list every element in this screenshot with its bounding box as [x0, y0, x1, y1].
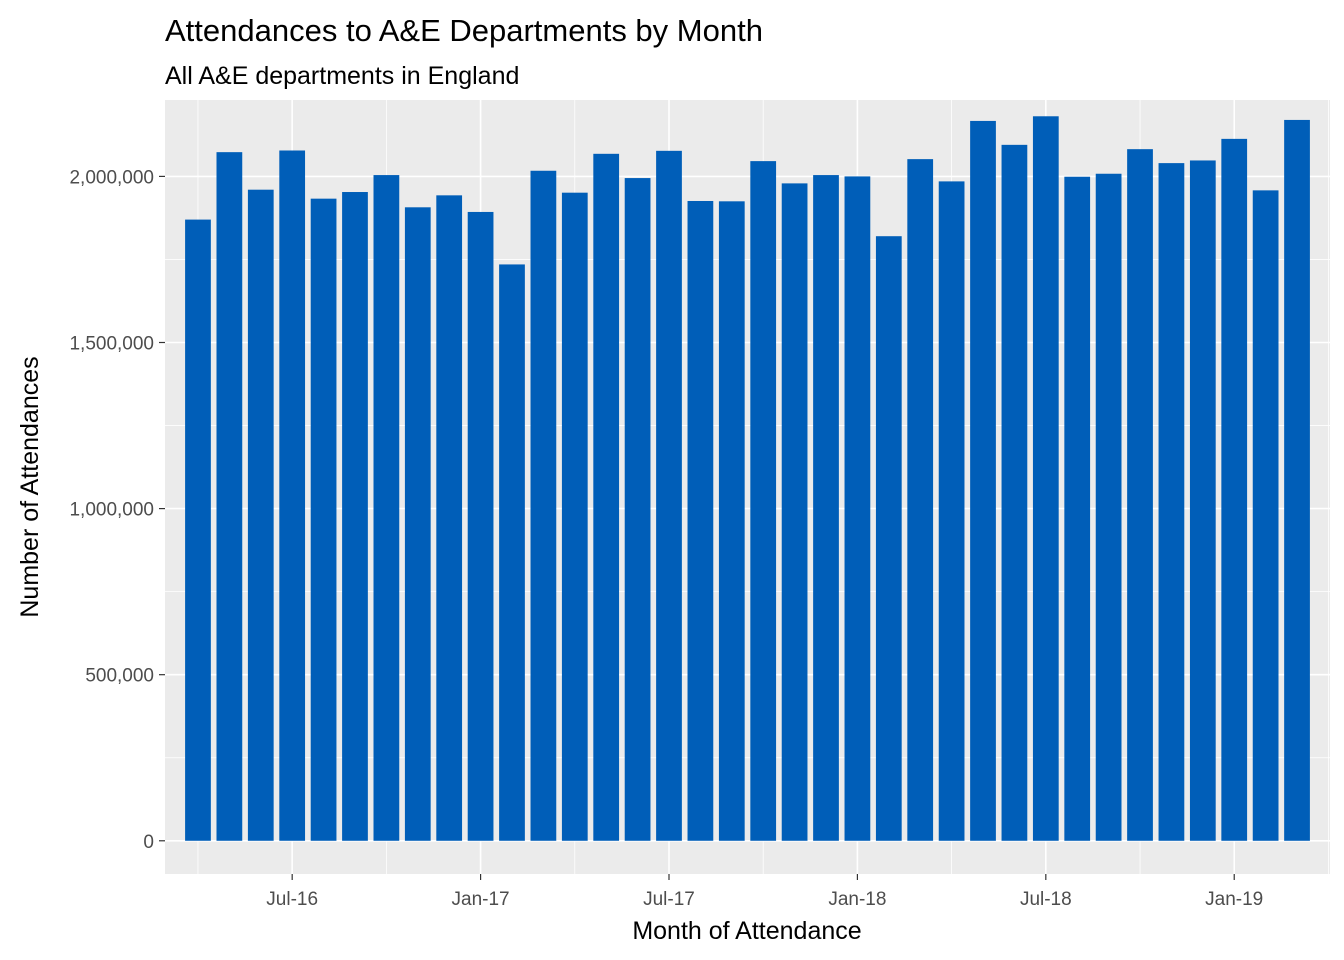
- x-tick-label: Jan-19: [1205, 889, 1263, 910]
- bars: [185, 116, 1310, 841]
- bar-2016-10: [373, 175, 400, 841]
- chart-subtitle: All A&E departments in England: [165, 62, 519, 90]
- x-tick-label: Jul-18: [1020, 889, 1072, 910]
- x-tick-label: Jul-16: [266, 889, 318, 910]
- bar-2018-02: [875, 236, 902, 841]
- bar-2018-11: [1158, 163, 1185, 841]
- bar-2017-10: [750, 161, 777, 841]
- y-tick-label: 500,000: [85, 666, 154, 687]
- bar-2017-01: [467, 211, 494, 841]
- bar-2017-05: [593, 153, 620, 841]
- bar-2016-06: [247, 189, 274, 841]
- chart-title: Attendances to A&E Departments by Month: [165, 13, 763, 48]
- x-axis: Jul-16 Jan-17 Jul-17 Jan-18 Jul-18 Jan-19: [266, 874, 1263, 910]
- x-tick-label: Jul-17: [643, 889, 695, 910]
- bar-2018-03: [907, 159, 934, 841]
- bar-2018-01: [844, 176, 871, 841]
- bar-2018-06: [1001, 144, 1028, 841]
- bar-2017-02: [499, 264, 525, 841]
- bar-2018-04: [938, 181, 965, 841]
- bar-2018-08: [1064, 176, 1091, 841]
- bar-2018-07: [1032, 116, 1059, 841]
- bar-2016-08: [310, 198, 337, 841]
- bar-2017-11: [781, 183, 808, 841]
- bar-2018-09: [1095, 173, 1122, 841]
- y-axis: 0 500,000 1,000,000 1,500,000 2,000,000: [69, 167, 165, 853]
- bar-2018-12: [1189, 160, 1216, 841]
- bar-2016-09: [342, 192, 368, 841]
- bar-2017-12: [813, 175, 839, 841]
- x-tick-label: Jan-18: [828, 889, 886, 910]
- bar-2016-11: [404, 207, 431, 841]
- bar-2016-07: [279, 150, 306, 841]
- bar-2017-09: [718, 201, 745, 841]
- x-axis-title: Month of Attendance: [632, 917, 861, 945]
- bar-2016-05: [216, 152, 243, 841]
- y-tick-label: 2,000,000: [69, 167, 154, 188]
- bar-2017-03: [530, 170, 557, 841]
- bar-2017-07: [656, 150, 682, 841]
- bar-2017-04: [561, 192, 588, 841]
- y-axis-title: Number of Attendances: [16, 356, 44, 617]
- bar-2019-03: [1284, 119, 1310, 841]
- bar-2019-01: [1221, 138, 1248, 841]
- bar-2017-08: [687, 200, 714, 841]
- y-tick-label: 1,500,000: [69, 333, 154, 354]
- bar-2016-04: [185, 219, 211, 841]
- bar-2016-12: [436, 195, 463, 841]
- bar-2018-05: [970, 120, 996, 841]
- bar-2018-10: [1127, 149, 1153, 841]
- y-tick-label: 0: [143, 832, 154, 853]
- bar-2017-06: [624, 178, 651, 841]
- y-tick-label: 1,000,000: [69, 500, 154, 521]
- bar-2019-02: [1252, 190, 1279, 841]
- x-tick-label: Jan-17: [452, 889, 510, 910]
